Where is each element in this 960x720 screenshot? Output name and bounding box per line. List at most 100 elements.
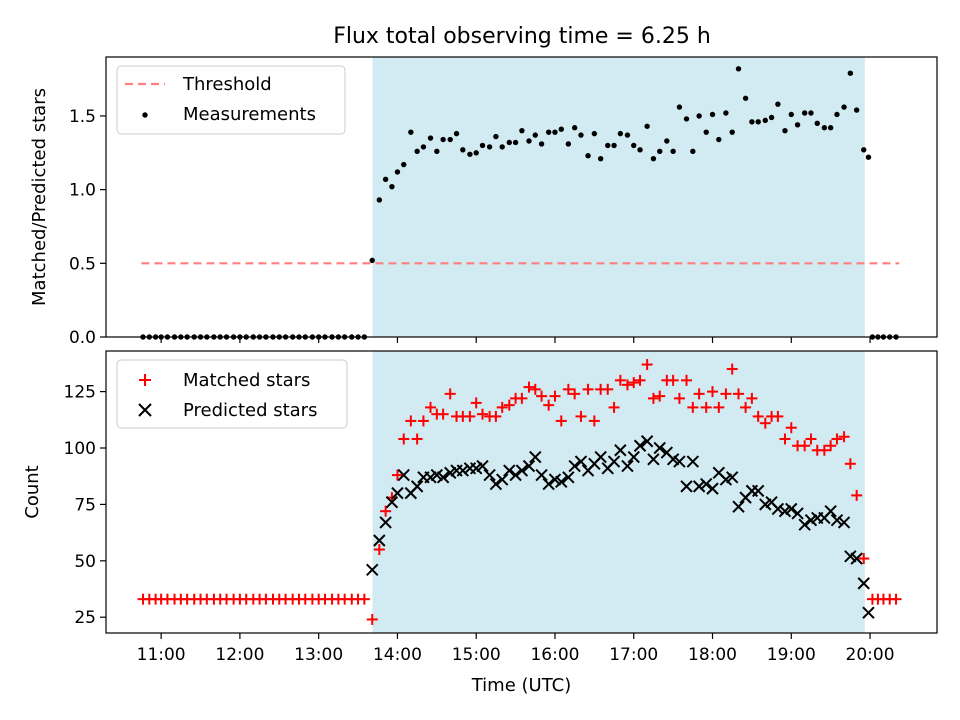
measurement-point (801, 110, 808, 116)
measurement-point (171, 334, 178, 340)
predicted-star-point (824, 504, 837, 518)
measurement-point (237, 334, 243, 340)
matched-star-point (536, 390, 548, 402)
measurement-point (611, 142, 617, 149)
measurement-point (453, 130, 460, 137)
measurement-point (887, 334, 893, 340)
measurement-point (499, 144, 505, 150)
matched-star-point (366, 613, 378, 625)
matched-star-point (425, 401, 437, 413)
predicted-star-point (366, 563, 379, 577)
measurement-point (440, 136, 446, 143)
matched-star-point (634, 374, 646, 386)
top-legend: Threshold Measurements (116, 65, 346, 135)
predicted-star-point (385, 495, 399, 509)
measurement-point (762, 117, 768, 124)
measurement-point (296, 334, 302, 340)
x-tick-label: 11:00 (137, 645, 186, 665)
measurement-point (289, 334, 296, 340)
matched-star-point (562, 383, 574, 395)
matched-star-point (373, 544, 385, 556)
measurement-point (578, 132, 584, 138)
measurement-points (140, 66, 899, 340)
predicted-star-point (837, 516, 851, 529)
matched-star-point (851, 489, 863, 501)
matched-star-point (779, 433, 791, 445)
measurement-point (670, 148, 676, 155)
measurement-point (211, 334, 217, 340)
x-axis-label: Time (UTC) (471, 675, 572, 696)
measurement-point (146, 334, 153, 340)
measurement-point (749, 119, 755, 125)
y-tick-label: 75 (74, 495, 96, 515)
matched-star-point (740, 401, 752, 413)
measurement-point (473, 150, 479, 156)
measurement-point (270, 334, 276, 340)
measurement-point (893, 334, 899, 340)
x-tick-label: 17:00 (609, 645, 658, 665)
y-tick-label: 1.0 (69, 181, 96, 201)
measurement-point (394, 169, 401, 175)
matched-star-point (490, 410, 502, 422)
measurement-point (664, 138, 670, 144)
measurement-point (414, 148, 420, 155)
matched-star-point (549, 390, 561, 402)
x-tick-label: 16:00 (530, 645, 579, 665)
ratio-panel: 0.0 0.5 1.0 1.5 Matched/Predicted stars Thr… (29, 56, 938, 348)
matched-star-point (759, 417, 771, 429)
legend-measurement-label: Measurements (183, 104, 316, 125)
chart-title: Flux total observing time = 6.25 h (333, 24, 711, 49)
matched-star-point (503, 399, 515, 411)
predicted-star-point (771, 502, 785, 516)
measurement-point (217, 334, 223, 340)
measurement-point (427, 135, 434, 141)
measurement-point (768, 114, 775, 121)
matched-star-point (713, 401, 725, 413)
measurement-point (775, 101, 781, 107)
predicted-star-point (798, 518, 811, 531)
matched-star-point (746, 392, 758, 404)
measurement-point (322, 334, 328, 340)
predicted-star-point (647, 453, 660, 466)
predicted-star-point (607, 455, 621, 468)
measurement-point (716, 136, 722, 143)
matched-star-point (470, 397, 482, 409)
predicted-star-point (379, 516, 392, 529)
matched-star-point (582, 383, 594, 395)
matched-star-point (523, 381, 535, 393)
measurement-point (591, 130, 598, 137)
predicted-star-point (857, 577, 870, 590)
predicted-star-point (515, 464, 529, 477)
measurement-point (735, 66, 742, 72)
predicted-star-point (568, 459, 581, 473)
predicted-star-point (732, 500, 745, 513)
matched-star-point (555, 415, 567, 427)
matched-star-point (621, 379, 633, 391)
top-observing-window-shade (372, 57, 865, 337)
measurement-point (532, 132, 538, 138)
predicted-star-point (542, 477, 555, 491)
measurement-point (486, 144, 493, 150)
matched-star-point (831, 433, 843, 445)
top-legend-box (116, 65, 346, 135)
x-tick-label: 12:00 (215, 645, 264, 665)
predicted-star-point (700, 477, 713, 491)
measurement-point (571, 125, 578, 131)
measurement-point (545, 129, 552, 135)
measurement-point (683, 116, 690, 122)
measurement-point (558, 126, 564, 132)
measurement-point (479, 142, 486, 149)
predicted-star-point (436, 471, 450, 484)
x-tick-label: 20:00 (846, 645, 895, 665)
measurement-point (880, 334, 887, 340)
matched-star-point (673, 392, 685, 404)
measurement-point (341, 334, 348, 340)
matched-star-point (681, 374, 693, 386)
predicted-star-point (535, 468, 548, 482)
matched-star-point (838, 431, 850, 443)
legend-plus-glyph (139, 374, 151, 386)
matched-star-point (608, 401, 620, 413)
measurement-point (282, 334, 289, 340)
predicted-star-point (791, 507, 804, 520)
legend-matched-label: Matched stars (183, 370, 310, 391)
